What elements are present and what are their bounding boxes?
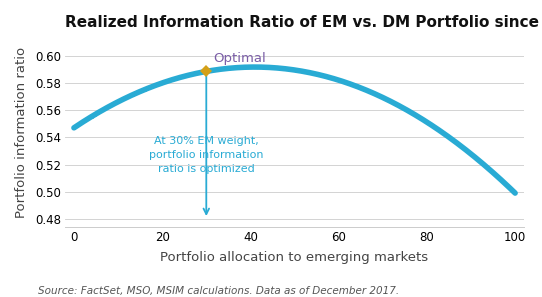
Y-axis label: Portfolio information ratio: Portfolio information ratio [15,47,28,218]
Text: Source: FactSet, MSO, MSIM calculations. Data as of December 2017.: Source: FactSet, MSO, MSIM calculations.… [38,285,399,296]
Text: Realized Information Ratio of EM vs. DM Portfolio since 1988: Realized Information Ratio of EM vs. DM … [65,15,542,30]
X-axis label: Portfolio allocation to emerging markets: Portfolio allocation to emerging markets [160,251,429,264]
Text: Optimal: Optimal [213,52,266,65]
Text: At 30% EM weight,
portfolio information
ratio is optimized: At 30% EM weight, portfolio information … [149,136,263,174]
